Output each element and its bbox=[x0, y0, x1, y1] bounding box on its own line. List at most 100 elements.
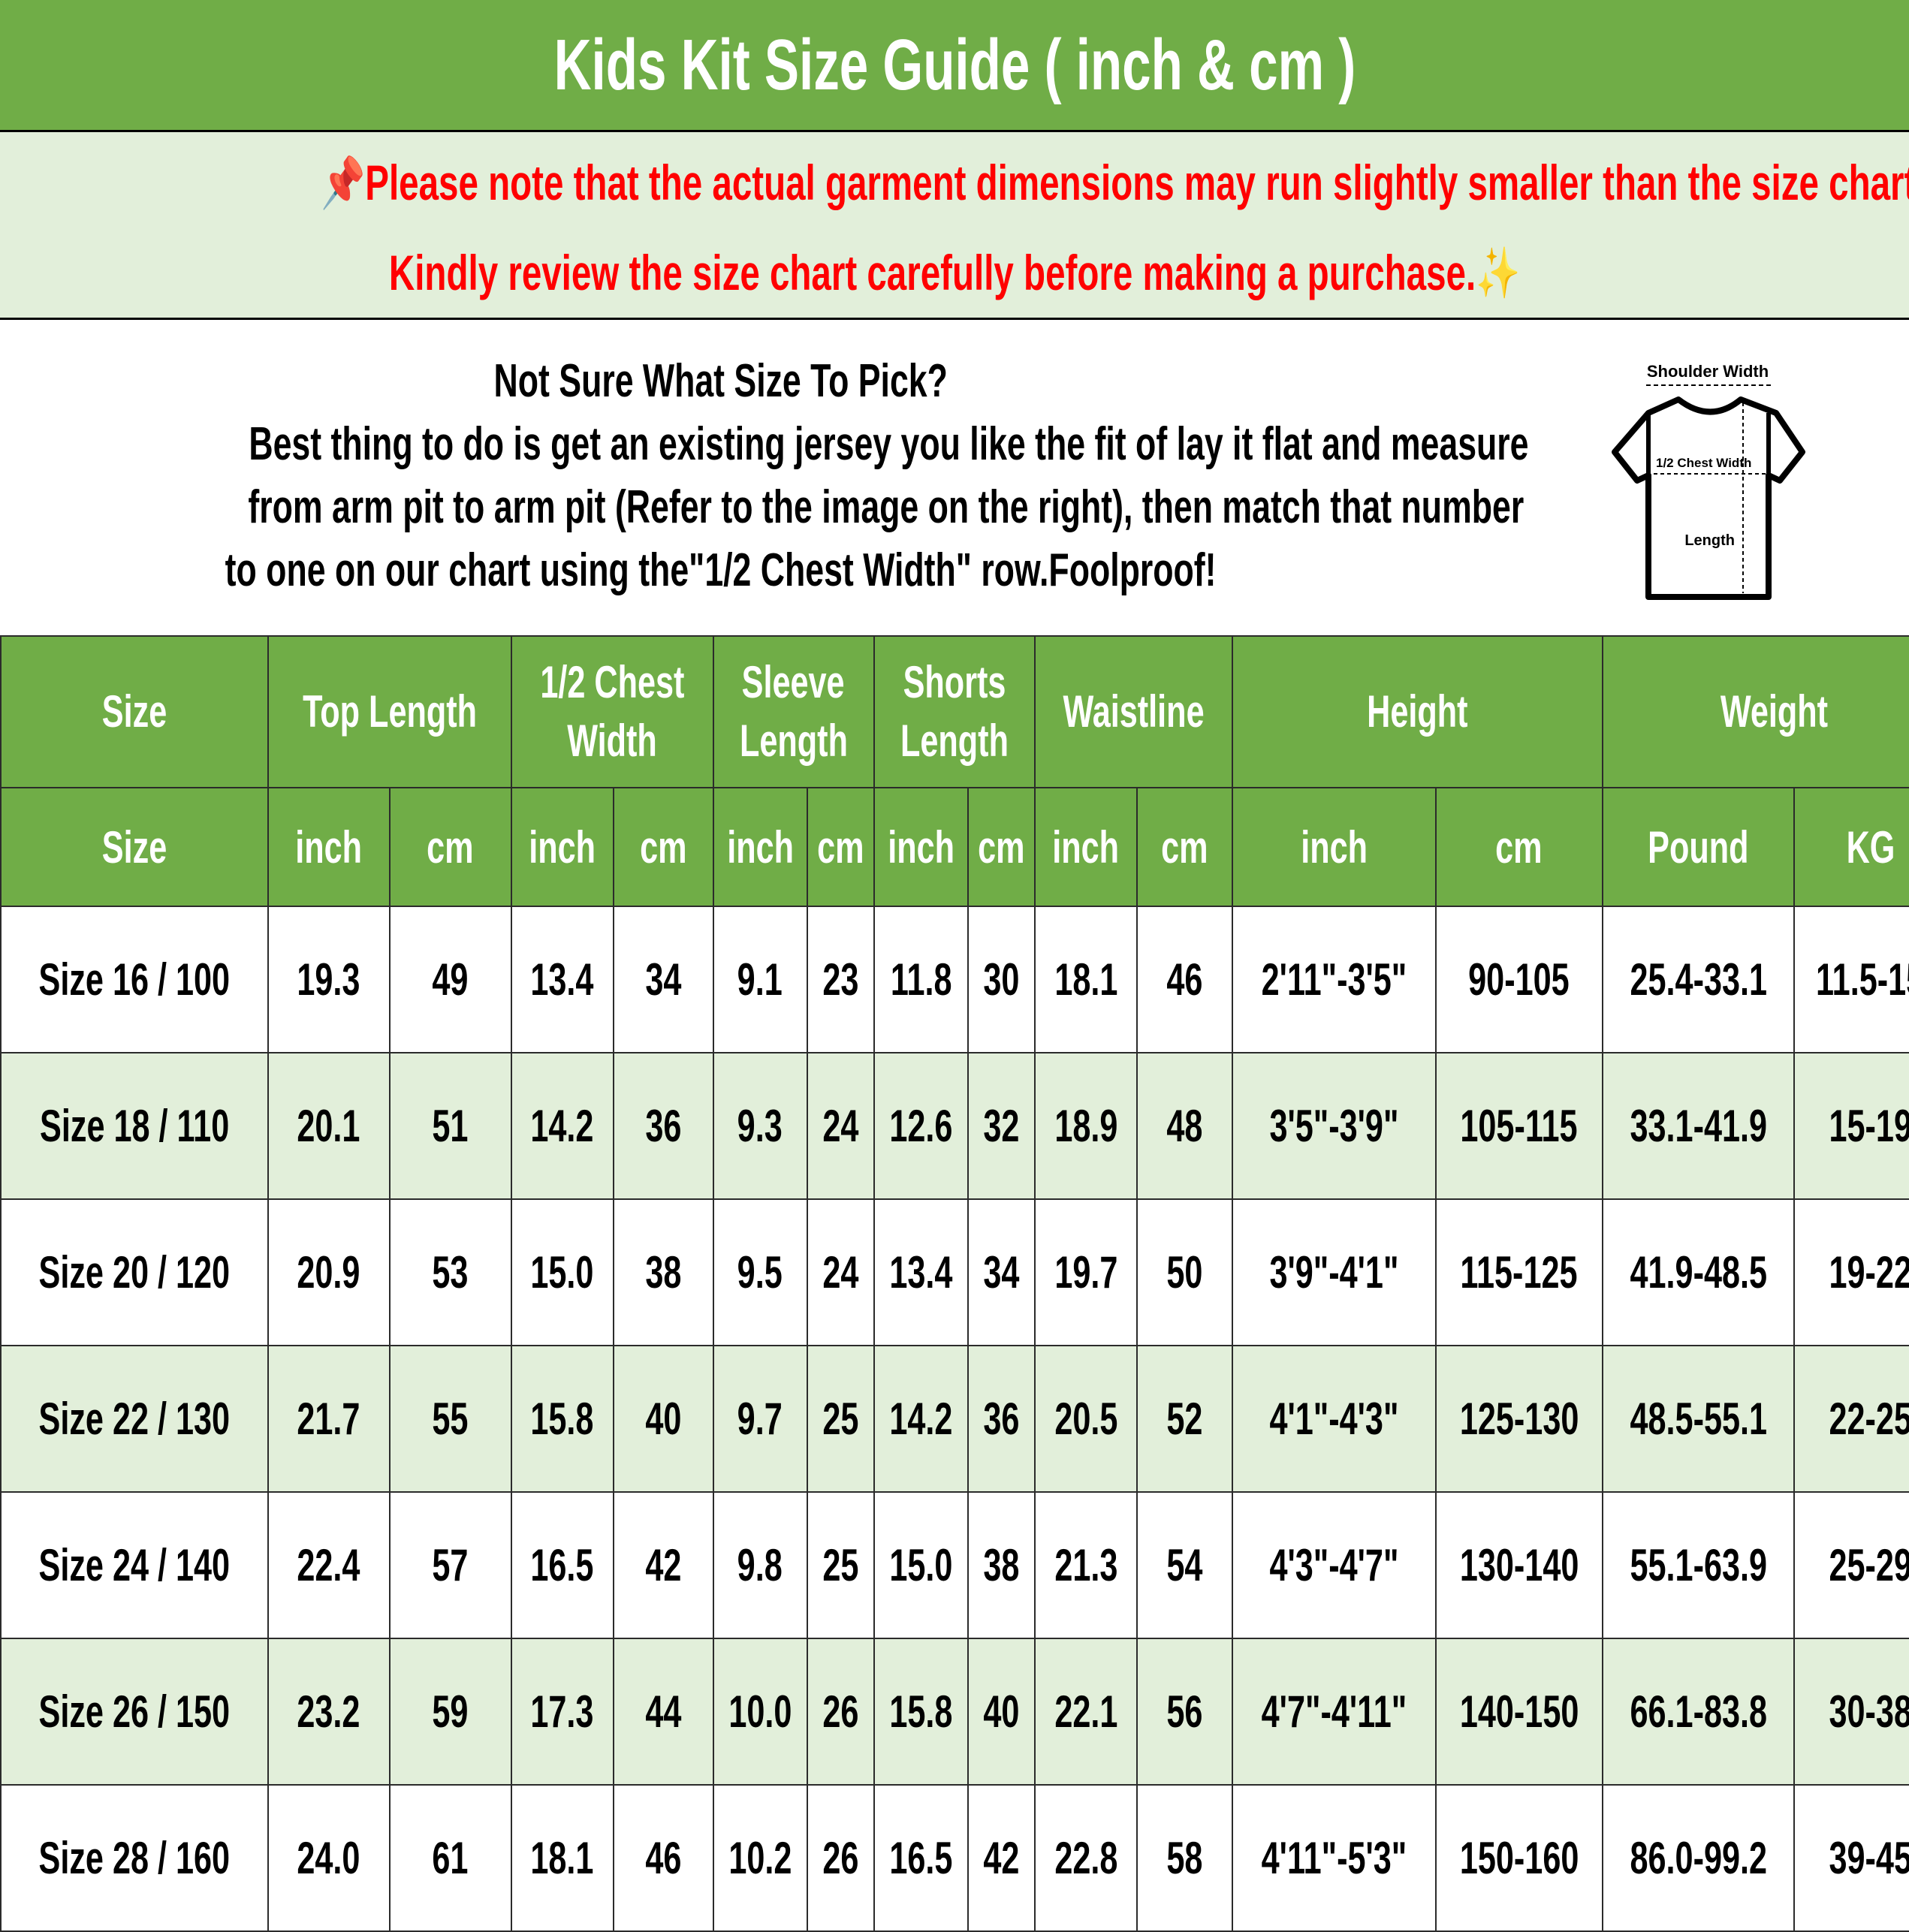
cell-value: 19.7 bbox=[1054, 1247, 1118, 1298]
table-cell: 15-19 bbox=[1793, 1052, 1909, 1200]
cell-value: Size 24 / 140 bbox=[38, 1540, 231, 1590]
table-cell: 24 bbox=[806, 1198, 875, 1346]
table-cell: 15.0 bbox=[873, 1491, 969, 1639]
cell-value: Size 22 / 130 bbox=[38, 1394, 231, 1444]
table-cell: 61 bbox=[388, 1784, 512, 1932]
cell-value: 38 bbox=[645, 1247, 682, 1298]
cell-value: 42 bbox=[645, 1540, 682, 1590]
table-cell: 11.8 bbox=[873, 906, 969, 1053]
cell-value: 61 bbox=[432, 1833, 469, 1883]
table-cell: 4'7"-4'11" bbox=[1231, 1638, 1437, 1786]
unit-header-label: cm bbox=[427, 821, 474, 873]
cell-value: 44 bbox=[645, 1686, 682, 1737]
table-cell: 59 bbox=[388, 1638, 512, 1786]
group-header-cell: Top Length bbox=[267, 635, 512, 788]
table-cell: 36 bbox=[967, 1345, 1036, 1493]
cell-value: 11.8 bbox=[890, 954, 952, 1005]
unit-header-cell: KG bbox=[1793, 787, 1909, 907]
table-cell: 23.2 bbox=[267, 1638, 391, 1786]
table-cell: 90-105 bbox=[1434, 906, 1603, 1053]
table-cell: 10.2 bbox=[712, 1784, 808, 1932]
cell-value: 22.4 bbox=[297, 1540, 360, 1590]
table-cell: 26 bbox=[806, 1638, 875, 1786]
table-cell: 48.5-55.1 bbox=[1601, 1345, 1796, 1493]
cell-value: 25 bbox=[822, 1540, 859, 1590]
group-header-label: Length bbox=[739, 716, 848, 766]
cell-value: 48 bbox=[1166, 1101, 1203, 1151]
cell-value: 15-19 bbox=[1829, 1101, 1909, 1151]
group-header-label: Size bbox=[101, 686, 167, 737]
table-cell: 40 bbox=[967, 1638, 1036, 1786]
cell-value: 48.5-55.1 bbox=[1630, 1394, 1767, 1444]
table-cell: 32 bbox=[967, 1052, 1036, 1200]
cell-value: 52 bbox=[1166, 1394, 1203, 1444]
cell-value: 24 bbox=[822, 1247, 859, 1298]
cell-value: 58 bbox=[1166, 1833, 1203, 1883]
cell-value: 59 bbox=[432, 1686, 469, 1737]
table-cell: 14.2 bbox=[873, 1345, 969, 1493]
diagram-length-label: Length bbox=[1684, 532, 1735, 549]
cell-value: 130-140 bbox=[1459, 1540, 1579, 1590]
table-cell: 18.1 bbox=[510, 1784, 614, 1932]
unit-header-label: cm bbox=[978, 821, 1025, 873]
cell-value: 3'9"-4'1" bbox=[1269, 1247, 1399, 1298]
cell-value: 36 bbox=[983, 1394, 1020, 1444]
diagram-shoulder-label: Shoulder Width bbox=[1647, 362, 1769, 381]
cell-value: 9.3 bbox=[737, 1101, 783, 1151]
table-cell: 19.7 bbox=[1033, 1198, 1138, 1346]
table-cell: 15.8 bbox=[873, 1638, 969, 1786]
cell-value: Size 28 / 160 bbox=[38, 1833, 231, 1883]
cell-value: 30 bbox=[983, 954, 1020, 1005]
unit-header-cell: inch bbox=[1033, 787, 1138, 907]
table-cell: 115-125 bbox=[1434, 1198, 1603, 1346]
group-header-label: Length bbox=[900, 716, 1009, 766]
cell-value: 16.5 bbox=[530, 1540, 594, 1590]
cell-value: 54 bbox=[1166, 1540, 1203, 1590]
cell-value: 53 bbox=[432, 1247, 469, 1298]
table-row: Size 22 / 130 21.7 55 15.8 40 9.7 25 14.2 36 20.5… bbox=[0, 1345, 1909, 1493]
cell-value: 55.1-63.9 bbox=[1630, 1540, 1767, 1590]
cell-value: 15.0 bbox=[530, 1247, 594, 1298]
table-cell: 3'5"-3'9" bbox=[1231, 1052, 1437, 1200]
table-cell: 56 bbox=[1136, 1638, 1233, 1786]
table-cell: 21.7 bbox=[267, 1345, 391, 1493]
table-cell: 4'3"-4'7" bbox=[1231, 1491, 1437, 1639]
table-cell: 53 bbox=[388, 1198, 512, 1346]
unit-header-cell: cm bbox=[388, 787, 512, 907]
cell-value: 40 bbox=[645, 1394, 682, 1444]
cell-value: 21.7 bbox=[297, 1394, 360, 1444]
cell-value: 12.6 bbox=[889, 1101, 953, 1151]
unit-header-label: inch bbox=[295, 821, 363, 873]
table-cell: 55.1-63.9 bbox=[1601, 1491, 1796, 1639]
table-cell: 14.2 bbox=[510, 1052, 614, 1200]
table-cell: 20.9 bbox=[267, 1198, 391, 1346]
cell-value: 25-29 bbox=[1829, 1540, 1909, 1590]
group-header-label: Sleeve bbox=[742, 657, 845, 707]
table-cell: 3'9"-4'1" bbox=[1231, 1198, 1437, 1346]
cell-value: 17.3 bbox=[530, 1686, 594, 1737]
table-cell: 11.5-15 bbox=[1793, 906, 1909, 1053]
unit-header-label: inch bbox=[726, 821, 794, 873]
cell-value: 9.1 bbox=[737, 954, 783, 1005]
cell-value: Size 16 / 100 bbox=[38, 954, 231, 1005]
unit-header-label: cm bbox=[639, 821, 687, 873]
unit-header-label: inch bbox=[529, 821, 596, 873]
table-cell: 10.0 bbox=[712, 1638, 808, 1786]
cell-value: 24.0 bbox=[297, 1833, 360, 1883]
cell-value: 13.4 bbox=[530, 954, 594, 1005]
cell-value: 4'1"-4'3" bbox=[1269, 1394, 1399, 1444]
cell-value: 24 bbox=[822, 1101, 859, 1151]
unit-header-label: cm bbox=[1495, 821, 1543, 873]
table-cell: 18.1 bbox=[1033, 906, 1138, 1053]
group-header-row: Size Top Length 1/2 Chest Width Sleeve Length… bbox=[0, 635, 1909, 788]
table-cell: 25-29 bbox=[1793, 1491, 1909, 1639]
table-cell: 4'11"-5'3" bbox=[1231, 1784, 1437, 1932]
table-cell: 17.3 bbox=[510, 1638, 614, 1786]
cell-value: 36 bbox=[645, 1101, 682, 1151]
table-cell: 36 bbox=[612, 1052, 714, 1200]
table-cell: 24.0 bbox=[267, 1784, 391, 1932]
group-header-cell: Height bbox=[1231, 635, 1603, 788]
cell-value: 25 bbox=[822, 1394, 859, 1444]
unit-header-cell: Size bbox=[0, 787, 269, 907]
table-cell: 38 bbox=[967, 1491, 1036, 1639]
